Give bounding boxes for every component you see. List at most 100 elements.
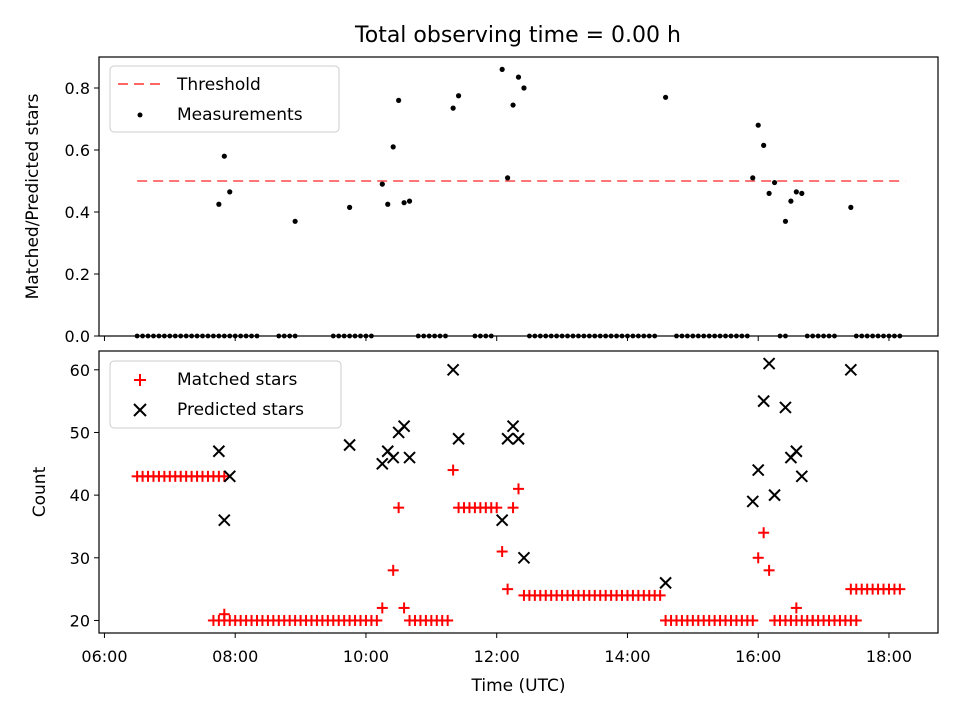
matched-stars-points <box>131 464 906 626</box>
measurement-point <box>221 153 227 159</box>
legend-matched-label: Matched stars <box>177 370 297 390</box>
matched-star-marker <box>763 564 775 576</box>
measurement-point <box>396 97 402 103</box>
bottom-x-tick-label: 10:00 <box>343 647 389 666</box>
predicted-star-marker <box>506 419 520 433</box>
matched-star-marker <box>371 614 383 626</box>
predicted-star-marker <box>517 551 531 565</box>
measurement-point <box>406 198 413 204</box>
predicted-star-marker <box>768 488 781 502</box>
measurement-point <box>771 179 778 186</box>
matched-star-marker <box>442 614 454 626</box>
measurement-point <box>347 204 353 210</box>
bottom-y-tick-label: 20 <box>70 611 90 630</box>
matched-star-marker <box>398 602 410 614</box>
matched-star-marker <box>393 502 405 514</box>
top-y-tick-label: 0.0 <box>65 327 90 346</box>
top-y-tick-label: 0.4 <box>65 203 90 222</box>
predicted-star-marker <box>452 432 465 445</box>
measurement-point <box>385 201 391 207</box>
matched-star-marker <box>790 602 802 614</box>
predicted-star-marker <box>446 363 460 377</box>
top-y-tick-label: 0.6 <box>65 141 90 160</box>
legend-matched-swatch <box>134 374 146 386</box>
measurement-point <box>450 105 456 111</box>
top-legend-box <box>109 65 340 133</box>
matched-star-marker <box>654 589 666 601</box>
matched-star-marker <box>218 608 230 620</box>
measurement-point <box>455 93 462 99</box>
bottom-x-tick-label: 16:00 <box>735 647 781 666</box>
predicted-star-marker <box>343 438 356 452</box>
measurement-point <box>788 198 794 204</box>
bottom-y-tick-label: 40 <box>70 486 90 505</box>
predicted-star-marker <box>512 432 525 445</box>
predicted-star-marker <box>376 457 389 471</box>
matched-star-marker <box>218 470 230 482</box>
top-y-axis-ticks: 0.0 0.2 0.4 0.6 0.8 <box>65 79 99 346</box>
matched-star-marker <box>758 527 770 539</box>
ratio-panel: 0.00.20.40.60.8 Matched/Predicted stars … <box>23 56 939 346</box>
predicted-stars-points <box>212 357 858 590</box>
measurement-point <box>521 85 527 91</box>
predicted-star-marker <box>659 576 672 590</box>
predicted-star-marker <box>752 463 765 477</box>
top-y-tick-label: 0.2 <box>65 265 90 284</box>
measurement-point <box>750 175 756 181</box>
predicted-star-marker <box>757 394 770 408</box>
measurement-point <box>848 204 854 210</box>
legend-measurements-swatch <box>137 112 143 118</box>
measurement-point <box>292 218 298 224</box>
measurement-point <box>799 190 805 196</box>
bottom-y-axis-label: Count <box>30 466 50 517</box>
matched-star-marker <box>387 564 399 576</box>
legend-predicted-label: Predicted stars <box>177 400 304 420</box>
predicted-star-marker <box>397 419 411 433</box>
legend-measurements-label: Measurements <box>177 105 303 125</box>
matched-star-marker <box>496 546 508 558</box>
bottom-x-tick-label: 14:00 <box>604 647 650 666</box>
matched-star-marker <box>376 602 388 614</box>
measurement-point <box>499 66 505 72</box>
predicted-star-marker <box>218 513 231 527</box>
matched-star-marker <box>447 464 459 476</box>
measurement-point <box>505 175 511 181</box>
predicted-star-marker <box>386 451 400 464</box>
measurement-point <box>515 74 522 80</box>
bottom-x-tick-label: 06:00 <box>81 647 127 666</box>
measurement-point <box>227 189 233 195</box>
matched-star-marker <box>513 483 524 495</box>
bottom-x-tick-label: 18:00 <box>866 647 912 666</box>
bottom-y-tick-label: 50 <box>70 423 90 442</box>
measurement-point <box>662 94 669 100</box>
predicted-star-marker <box>762 357 776 370</box>
measurement-point <box>782 218 789 224</box>
measurement-point <box>793 189 799 195</box>
measurement-point <box>766 190 772 196</box>
predicted-star-marker <box>223 470 236 483</box>
predicted-star-marker <box>501 432 514 445</box>
top-y-tick-label: 0.8 <box>65 79 90 98</box>
legend-threshold-label: Threshold <box>176 75 261 95</box>
bottom-x-tick-label: 08:00 <box>212 647 258 666</box>
top-legend: Threshold Measurements <box>109 65 340 133</box>
predicted-star-marker <box>844 363 858 377</box>
measurement-point <box>510 102 516 108</box>
matched-star-marker <box>747 614 759 626</box>
predicted-star-marker <box>403 451 416 464</box>
bottom-y-tick-label: 30 <box>70 549 90 568</box>
matched-star-marker <box>502 583 514 595</box>
bottom-y-axis-ticks: 20 30 40 50 60 <box>70 361 99 630</box>
x-axis-label: Time (UTC) <box>471 676 566 696</box>
measurement-points <box>216 66 854 224</box>
matched-star-marker <box>894 583 906 595</box>
bottom-x-axis-ticks: 06:00 08:00 10:00 12:00 14:00 16:00 18:00 <box>81 633 912 666</box>
matched-star-marker <box>507 502 519 514</box>
predicted-star-marker <box>495 513 509 527</box>
predicted-star-marker <box>212 445 226 458</box>
matched-star-marker <box>491 502 503 514</box>
top-axes-frame <box>98 56 939 337</box>
count-panel: 20 30 40 50 60 06:00 08:00 10:00 12:00 14:00 16:0… <box>30 350 939 696</box>
predicted-star-marker <box>790 445 803 458</box>
